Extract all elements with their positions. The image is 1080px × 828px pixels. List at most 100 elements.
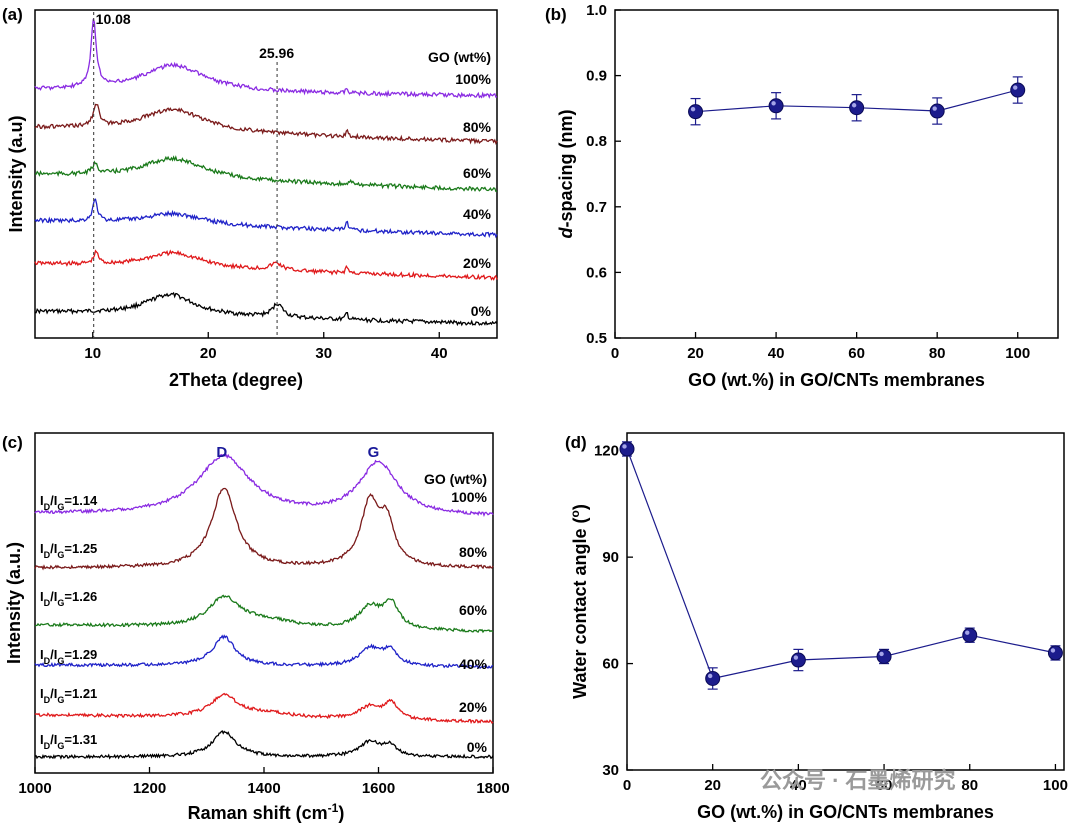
panel-c-y-axis-label: Intensity (a.u.) — [4, 542, 24, 664]
panel-d-y-tick-label: 120 — [594, 443, 619, 460]
panel-a-x-tick-label: 30 — [315, 345, 332, 362]
panel-b-y-axis-label-italic: d — [556, 227, 576, 239]
panel-c-series-80pct — [34, 487, 494, 571]
panel-c-ratio-i: I — [40, 732, 44, 747]
panel-c-ratio-eq: = — [64, 732, 72, 747]
panel-b-data-point — [929, 103, 945, 119]
panel-b-data-point-highlight — [690, 106, 696, 112]
panel-d-y-axis-label: Water contact angle (o) — [568, 504, 590, 699]
panel-a-series-label: 80% — [463, 119, 492, 135]
panel-b-x-tick-label: 40 — [768, 345, 785, 362]
panel-d-y-axis-label-end: ) — [570, 504, 590, 510]
panel-c-ratio-sub-g: G — [57, 502, 64, 512]
panel-c-ratio-eq: = — [64, 686, 72, 701]
panel-d-x-tick-label: 80 — [961, 777, 978, 794]
watermark-text: 公众号 · 石墨烯研究 — [760, 768, 956, 793]
panel-d-y-axis-label-sup: o — [568, 510, 582, 517]
panel-c-ratio-value: 1.25 — [72, 541, 97, 556]
panel-c-ratio-value: 1.14 — [72, 493, 98, 508]
panel-d-series-line — [626, 448, 1056, 680]
panel-a-reference-label: 25.96 — [259, 45, 294, 61]
panel-b-plot-frame — [614, 9, 1059, 339]
panel-c-series-100pct — [34, 453, 494, 518]
panel-c-ratio-slash: / — [50, 541, 54, 556]
panel-d-x-tick-label: 0 — [623, 777, 631, 794]
panel-c-ratio-i2: I — [54, 541, 58, 556]
panel-c-ratio-i2: I — [54, 647, 58, 662]
panel-c-ratio-eq: = — [64, 647, 72, 662]
panel-b-data-point — [768, 98, 784, 114]
panel-c-ratio-value: 1.26 — [72, 589, 97, 604]
panel-c-ratio-i2: I — [54, 686, 58, 701]
panel-c-peak-label: D — [216, 444, 227, 461]
panel-c-ratio-sub-d: D — [44, 656, 51, 666]
panel-c-ratio-eq: = — [64, 493, 72, 508]
panel-c-ratio-i: I — [40, 589, 44, 604]
panel-c-series-label: 60% — [459, 602, 488, 618]
panel-b-data-point — [1010, 82, 1026, 98]
panel-c-id-ig-ratio: ID/IG=1.14 — [40, 493, 98, 512]
panel-b-y-tick-label: 0.7 — [586, 199, 607, 216]
panel-a-series-label: 0% — [471, 303, 492, 319]
panel-c-ratio-slash: / — [50, 647, 54, 662]
panel-c-x-axis-label-main: Raman shift (cm — [188, 803, 328, 823]
panel-a-series-label: 20% — [463, 255, 492, 271]
panel-c-ratio-sub-g: G — [57, 741, 64, 751]
panel-c-ratio-sub-g: G — [57, 695, 64, 705]
panel-c-id-ig-ratio: ID/IG=1.26 — [40, 589, 97, 608]
panel-c-id-ig-ratio: ID/IG=1.31 — [40, 732, 97, 751]
panel-c-ratio-i: I — [40, 493, 44, 508]
panel-c-ratio-value: 1.31 — [72, 732, 97, 747]
panel-b-label: (b) — [545, 5, 567, 24]
panel-c-x-axis-label-end: ) — [338, 803, 344, 823]
panel-d-data-point — [619, 441, 635, 457]
panel-b-x-tick-label: 60 — [848, 345, 865, 362]
panel-c-ratio-sub-d: D — [44, 502, 51, 512]
panel-d-y-axis-label-main: Water contact angle ( — [570, 517, 590, 698]
panel-c-legend-title: GO (wt%) — [424, 471, 487, 487]
panel-c-ratio-sub-g: G — [57, 598, 64, 608]
panel-c-series-label: 0% — [467, 739, 488, 755]
panel-a-x-tick-label: 10 — [84, 345, 101, 362]
panel-c-raman-chart: (c) 1000 1200 1400 1600 1800 Raman shift (cm-1… — [2, 432, 510, 823]
panel-a-series-label: 40% — [463, 206, 492, 222]
panel-c-x-tick-label: 1400 — [247, 780, 280, 797]
panel-d-x-tick-label: 60 — [876, 777, 893, 794]
panel-a-legend-title: GO (wt%) — [428, 49, 491, 65]
panel-c-ratio-sub-g: G — [57, 656, 64, 666]
panel-c-x-tick-label: 1000 — [18, 780, 51, 797]
panel-d-data-point-highlight — [965, 630, 970, 635]
panel-c-id-ig-ratio: ID/IG=1.29 — [40, 647, 97, 666]
panel-a-series-40pct — [34, 198, 498, 239]
panel-c-ratio-value: 1.29 — [72, 647, 97, 662]
panel-c-ratio-i2: I — [54, 493, 58, 508]
panel-c-ratio-i: I — [40, 647, 44, 662]
panel-a-series-80pct — [34, 103, 498, 146]
panel-a-series-100pct — [34, 18, 498, 99]
panel-a-series-20pct — [34, 249, 498, 281]
panel-b-y-tick-label: 0.8 — [586, 133, 607, 150]
panel-a-xrd-chart: (a) 10 20 30 40 2Theta (degree) Intensity (a.u… — [2, 5, 498, 390]
panel-c-label: (c) — [2, 433, 23, 452]
panel-c-x-tick-label: 1800 — [476, 780, 509, 797]
panel-a-series-label: 100% — [455, 71, 491, 87]
panel-c-series-60pct — [34, 594, 494, 634]
panel-a-series-0pct — [34, 291, 498, 327]
panel-b-x-tick-label: 20 — [687, 345, 704, 362]
panel-b-data-point-highlight — [932, 106, 937, 111]
panel-c-ratio-i2: I — [54, 589, 58, 604]
panel-c-ratio-sub-g: G — [57, 550, 64, 560]
panel-c-ratio-sub-d: D — [44, 598, 51, 608]
panel-b-y-axis-label: d-spacing (nm) — [556, 109, 576, 238]
panel-b-data-point-highlight — [851, 103, 857, 108]
panel-d-data-point-highlight — [1050, 648, 1056, 653]
panel-c-ratio-slash: / — [50, 493, 54, 508]
panel-d-data-point-highlight — [622, 444, 627, 449]
panel-a-x-axis-label: 2Theta (degree) — [169, 370, 303, 390]
panel-c-ratio-eq: = — [64, 541, 72, 556]
panel-d-y-tick-label: 60 — [602, 656, 619, 673]
panel-d-data-point — [1047, 645, 1063, 661]
panel-d-y-tick-label: 30 — [602, 762, 619, 779]
panel-c-x-axis-label-sup: -1 — [328, 801, 339, 815]
